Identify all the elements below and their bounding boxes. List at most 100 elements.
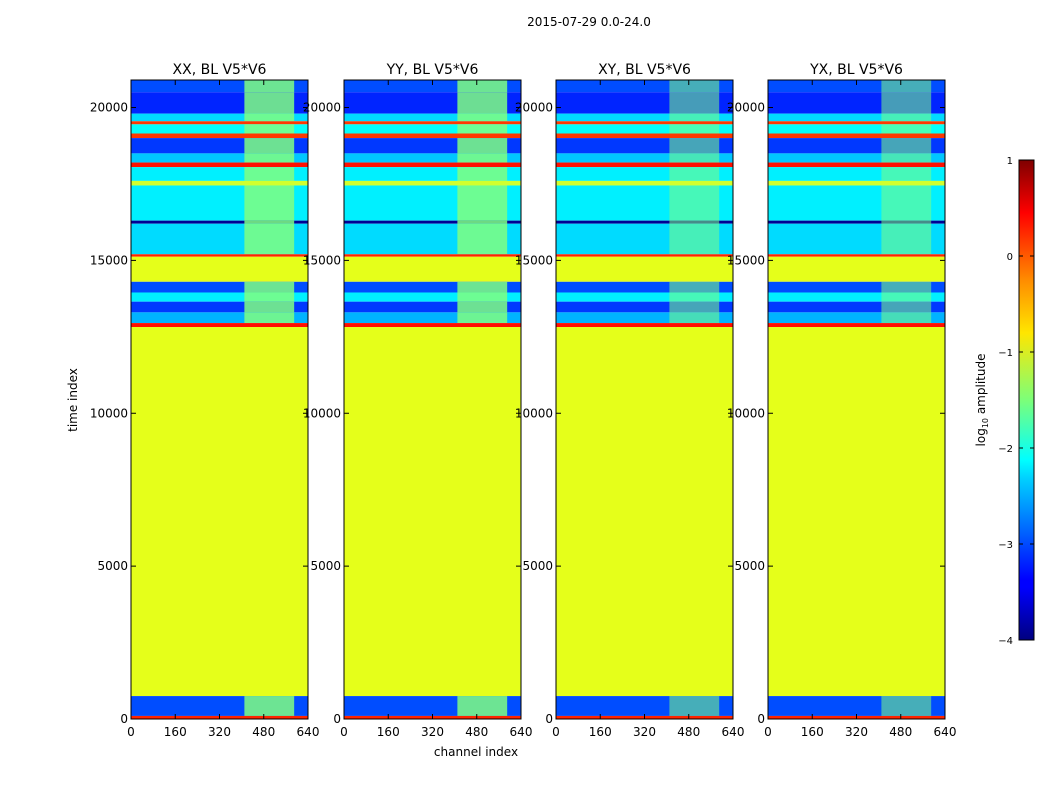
rfi-region	[244, 223, 295, 255]
rfi-region	[881, 185, 932, 221]
time-band	[556, 281, 733, 293]
time-band	[556, 121, 733, 125]
time-band	[344, 256, 521, 282]
rfi-region	[669, 301, 720, 313]
x-tick-label: 480	[677, 725, 700, 739]
time-band	[768, 133, 945, 139]
time-band	[768, 281, 945, 293]
time-band	[768, 312, 945, 324]
rfi-region	[881, 138, 932, 154]
time-band	[344, 312, 521, 324]
rfi-region	[669, 124, 720, 134]
time-band	[768, 323, 945, 328]
time-band	[131, 121, 308, 125]
x-tick-label: 640	[297, 725, 320, 739]
x-tick-label: 160	[164, 725, 187, 739]
y-tick-label: 20000	[303, 101, 341, 115]
time-band	[344, 254, 521, 257]
rfi-region	[244, 92, 295, 114]
x-tick-label: 160	[589, 725, 612, 739]
rfi-region	[244, 113, 295, 122]
rfi-region	[881, 696, 932, 716]
time-band	[131, 292, 308, 302]
colorbar-tick-label: 0	[1007, 252, 1013, 263]
y-tick-label: 5000	[734, 559, 765, 573]
time-band	[344, 124, 521, 134]
rfi-region	[669, 292, 720, 302]
rfi-region	[457, 185, 508, 221]
rfi-region	[457, 124, 508, 134]
y-tick-label: 10000	[727, 406, 765, 420]
y-tick-label: 5000	[310, 559, 341, 573]
rfi-region	[244, 185, 295, 221]
panel-yy: YY, BL V5*V6 0 160 320 480 640 0 5000 10000 15000…	[303, 62, 533, 739]
time-band	[131, 180, 308, 186]
x-tick-label: 480	[252, 725, 275, 739]
time-band	[556, 220, 733, 224]
time-band	[768, 254, 945, 257]
time-band	[556, 113, 733, 122]
rfi-region	[244, 138, 295, 154]
colorbar-tick-label: −4	[998, 636, 1013, 647]
panel-xy: XY, BL V5*V6 0 160 320 480 640 0 5000 10000 15000…	[515, 62, 745, 739]
time-band	[344, 153, 521, 163]
colorbar-label: log10 amplitude	[974, 354, 990, 447]
time-band	[344, 323, 521, 328]
time-band	[768, 220, 945, 224]
time-band	[344, 162, 521, 168]
time-band	[556, 162, 733, 168]
time-band	[556, 180, 733, 186]
rfi-region	[457, 292, 508, 302]
rfi-region	[669, 113, 720, 122]
time-band	[344, 220, 521, 224]
heatmap-image	[556, 80, 733, 719]
rfi-region	[244, 312, 295, 324]
time-band	[556, 312, 733, 324]
time-band	[556, 254, 733, 257]
rfi-region	[669, 312, 720, 324]
time-band	[556, 327, 733, 697]
heatmap-image	[131, 80, 308, 719]
colorbar-label-suffix: amplitude	[974, 354, 988, 418]
time-band	[131, 301, 308, 313]
time-band	[556, 124, 733, 134]
time-band	[131, 162, 308, 168]
y-tick-label: 20000	[515, 101, 553, 115]
rfi-region	[881, 220, 932, 224]
x-tick-label: 0	[127, 725, 135, 739]
y-tick-label: 0	[120, 712, 128, 726]
time-band	[131, 281, 308, 293]
rfi-region	[881, 301, 932, 313]
figure-suptitle: 2015-07-29 0.0-24.0	[527, 15, 651, 29]
rfi-region	[669, 696, 720, 716]
x-tick-label: 0	[340, 725, 348, 739]
x-tick-label: 480	[889, 725, 912, 739]
colorbar-tick-label: −1	[998, 348, 1013, 359]
rfi-region	[669, 92, 720, 114]
rfi-region	[244, 167, 295, 181]
x-tick-label: 320	[421, 725, 444, 739]
panel-title: YX, BL V5*V6	[809, 62, 903, 78]
rfi-region	[244, 281, 295, 293]
panel-title: YY, BL V5*V6	[386, 62, 479, 78]
x-tick-label: 640	[722, 725, 745, 739]
rfi-region	[881, 153, 932, 163]
y-tick-label: 5000	[522, 559, 553, 573]
y-tick-label: 0	[757, 712, 765, 726]
x-axis-label: channel index	[434, 745, 518, 759]
time-band	[131, 153, 308, 163]
y-tick-label: 0	[545, 712, 553, 726]
rfi-region	[881, 223, 932, 255]
time-band	[131, 113, 308, 122]
x-tick-label: 640	[510, 725, 533, 739]
y-tick-label: 10000	[303, 406, 341, 420]
rfi-region	[457, 153, 508, 163]
panel-xx: XX, BL V5*V6 0 160 320 480 640 0 5000 10000 15000…	[90, 62, 320, 739]
time-band	[556, 153, 733, 163]
y-tick-label: 15000	[515, 253, 553, 267]
rfi-region	[881, 80, 932, 93]
heatmap-image	[768, 80, 945, 719]
rfi-region	[457, 167, 508, 181]
rfi-region	[669, 223, 720, 255]
y-tick-label: 20000	[727, 101, 765, 115]
